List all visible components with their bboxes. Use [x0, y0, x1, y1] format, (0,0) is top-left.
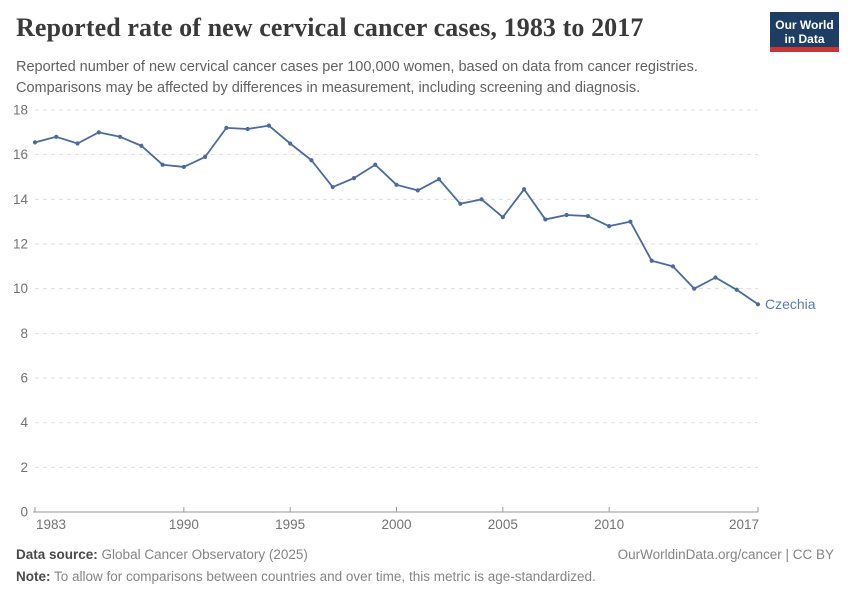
data-source-label: Data source:	[16, 547, 98, 562]
footer-note: Note: To allow for comparisons between c…	[16, 569, 834, 584]
data-point[interactable]	[203, 154, 208, 159]
footer-row: Data source: Global Cancer Observatory (…	[16, 547, 834, 562]
y-tick-label: 12	[13, 237, 28, 252]
data-point[interactable]	[755, 302, 761, 307]
y-tick-label: 14	[13, 192, 29, 207]
data-point[interactable]	[373, 162, 378, 167]
data-point[interactable]	[266, 123, 272, 128]
chart-title: Reported rate of new cervical cancer cas…	[16, 13, 644, 42]
y-tick-label: 10	[13, 281, 28, 296]
data-point[interactable]	[734, 287, 739, 292]
note-value: To allow for comparisons between countri…	[54, 569, 596, 584]
x-tick-label: 1990	[169, 517, 199, 532]
data-point[interactable]	[436, 177, 442, 182]
data-point[interactable]	[75, 141, 80, 146]
data-point[interactable]	[521, 187, 527, 192]
data-point[interactable]	[458, 201, 463, 206]
data-point[interactable]	[139, 143, 144, 148]
owid-cc-link[interactable]: OurWorldinData.org/cancer | CC BY	[617, 547, 834, 562]
data-point[interactable]	[96, 130, 101, 135]
data-point[interactable]	[181, 164, 186, 170]
data-point[interactable]	[54, 134, 59, 139]
x-tick-label: 1983	[36, 517, 66, 532]
y-tick-label: 8	[20, 326, 28, 341]
data-point[interactable]	[117, 134, 123, 139]
data-point[interactable]	[394, 182, 399, 187]
data-point[interactable]	[224, 125, 229, 130]
line-chart[interactable]: 0 2 4 6 8 10 12 14 16 18 1983 1990 1995 2000 2005 2010 2…	[0, 95, 850, 540]
data-point[interactable]	[607, 224, 612, 229]
data-point[interactable]	[309, 158, 314, 163]
logo-line1: Our World	[775, 17, 834, 32]
data-point[interactable]	[351, 176, 357, 181]
data-point[interactable]	[245, 126, 250, 132]
data-point[interactable]	[713, 275, 718, 280]
note-label: Note:	[16, 569, 51, 584]
logo-red-bar	[770, 47, 839, 52]
data-point[interactable]	[564, 212, 569, 218]
data-point[interactable]	[670, 264, 676, 269]
data-point[interactable]	[288, 141, 293, 146]
owid-logo[interactable]: Our World in Data	[770, 12, 839, 52]
data-point[interactable]	[479, 197, 484, 202]
chart-subtitle: Reported number of new cervical cancer c…	[16, 59, 698, 97]
y-tick-label: 16	[13, 147, 28, 162]
data-point[interactable]	[330, 184, 335, 190]
data-point[interactable]	[649, 258, 654, 263]
data-point[interactable]	[692, 286, 697, 291]
x-tick-label: 1995	[275, 517, 305, 532]
data-point[interactable]	[585, 213, 590, 219]
entity-label[interactable]: Czechia	[765, 296, 816, 312]
y-tick-label: 0	[20, 505, 28, 520]
x-tick-label: 2010	[594, 517, 624, 532]
data-point[interactable]	[543, 217, 548, 222]
x-tick-label: 2017	[729, 517, 759, 532]
y-tick-label: 18	[13, 103, 28, 118]
data-point[interactable]	[32, 140, 38, 145]
data-source: Data source: Global Cancer Observatory (…	[16, 547, 308, 562]
data-source-value: Global Cancer Observatory (2025)	[101, 547, 308, 562]
data-point[interactable]	[415, 188, 420, 193]
y-tick-label: 6	[20, 371, 28, 386]
data-point[interactable]	[160, 162, 165, 167]
data-point[interactable]	[500, 215, 505, 220]
logo-line2: in Data	[784, 32, 825, 46]
trend-line[interactable]	[34, 124, 759, 306]
chart-area[interactable]: 0 2 4 6 8 10 12 14 16 18 1983 1990 1995 2000 2005 2010 2…	[0, 95, 850, 540]
data-point[interactable]	[628, 219, 633, 224]
y-tick-label: 4	[20, 415, 28, 430]
x-tick-label: 2000	[381, 517, 411, 532]
x-tick-label: 2005	[488, 517, 518, 532]
y-tick-label: 2	[20, 460, 28, 475]
